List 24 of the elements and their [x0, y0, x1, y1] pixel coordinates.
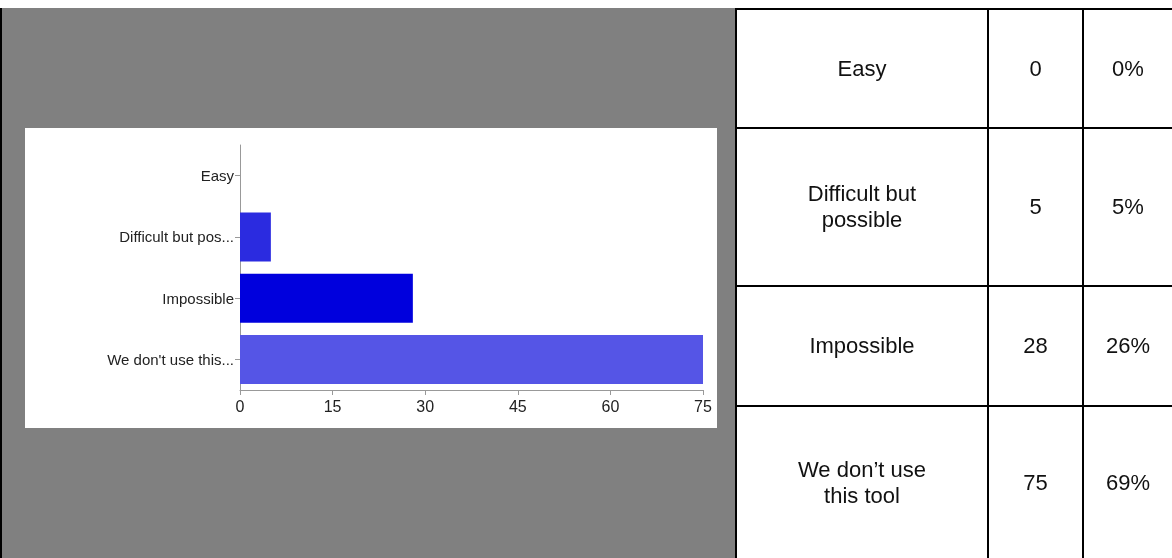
x-tick-label: 60	[601, 397, 620, 415]
x-tick-label: 0	[235, 397, 245, 415]
data-label: 28	[988, 286, 1083, 406]
data-label: 5%	[1083, 128, 1172, 286]
y-tick-label: Difficult but pos...	[119, 228, 234, 246]
bar	[240, 273, 413, 323]
y-tick-label: We don't use this...	[107, 350, 234, 368]
data-label: 5	[988, 128, 1083, 286]
data-label: 69%	[1083, 406, 1172, 558]
data-label: 0	[988, 9, 1083, 128]
bar	[240, 334, 703, 384]
category-label: We don’t use this tool	[736, 406, 988, 558]
category-label: Difficult but possible	[736, 128, 988, 286]
x-tick-label: 15	[323, 397, 342, 415]
x-tick-label: 30	[416, 397, 435, 415]
y-tick-label: Easy	[200, 167, 235, 185]
x-tick-label: 45	[508, 397, 527, 415]
category-label: Easy	[736, 9, 988, 128]
y-tick-label: Impossible	[162, 289, 234, 307]
category-label: Impossible	[736, 286, 988, 406]
data-label: 26%	[1083, 286, 1172, 406]
data-label: 0%	[1083, 9, 1172, 128]
x-tick-label: 75	[694, 397, 712, 415]
bar	[240, 212, 271, 262]
